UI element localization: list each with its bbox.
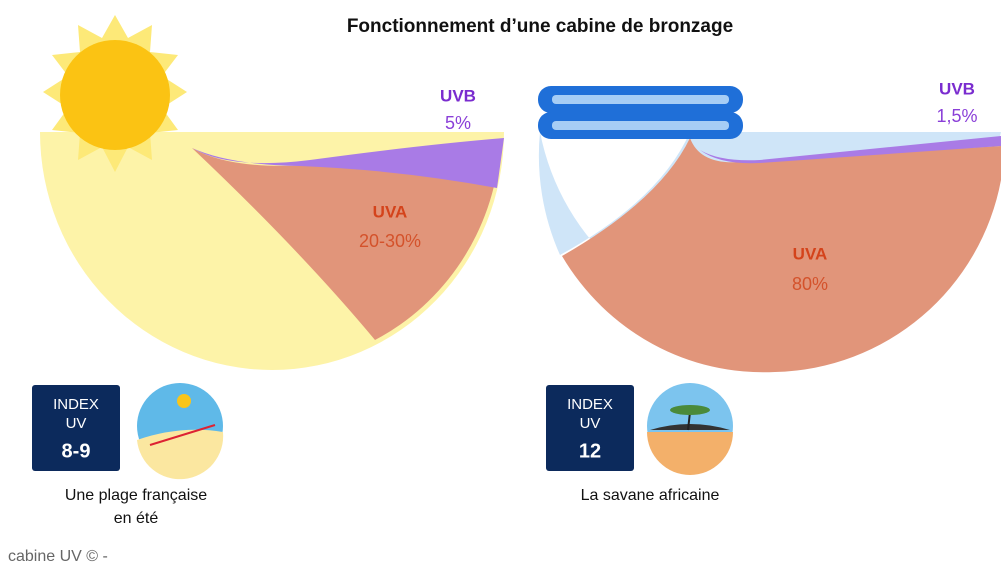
index-label: INDEX (53, 396, 99, 413)
savanna-panel: UVB 1,5% UVA 80% INDEX UV 12 La savane a… (538, 79, 1001, 504)
index-label: INDEX (567, 396, 613, 413)
caption: La savane africaine (581, 487, 720, 504)
index-label: UV (66, 415, 87, 432)
uva-label: UVA (373, 202, 408, 221)
tanning-bed (538, 86, 743, 139)
uvb-label: UVB (939, 79, 975, 98)
beach-panel: UVB 5% UVA 20-30% INDEX UV 8-9 Une plage… (32, 15, 504, 527)
uva-label: UVA (793, 244, 828, 263)
uvb-label: UVB (440, 86, 476, 105)
caption: en été (114, 510, 159, 527)
caption: Une plage française (65, 487, 207, 504)
index-label: UV (580, 415, 601, 432)
uva-area (562, 138, 1001, 372)
uvb-value: 5% (445, 113, 471, 133)
savanna-icon (647, 383, 733, 475)
beach-icon (137, 383, 223, 479)
index-value: 8-9 (62, 440, 91, 462)
infographic: Fonctionnement d’une cabine de bronzage … (0, 0, 1001, 570)
uva-value: 80% (792, 274, 828, 294)
title: Fonctionnement d’une cabine de bronzage (347, 16, 733, 37)
uva-value: 20-30% (359, 231, 421, 251)
uvb-value: 1,5% (936, 106, 977, 126)
index-value: 12 (579, 440, 601, 462)
credit: cabine UV © - (8, 548, 108, 565)
